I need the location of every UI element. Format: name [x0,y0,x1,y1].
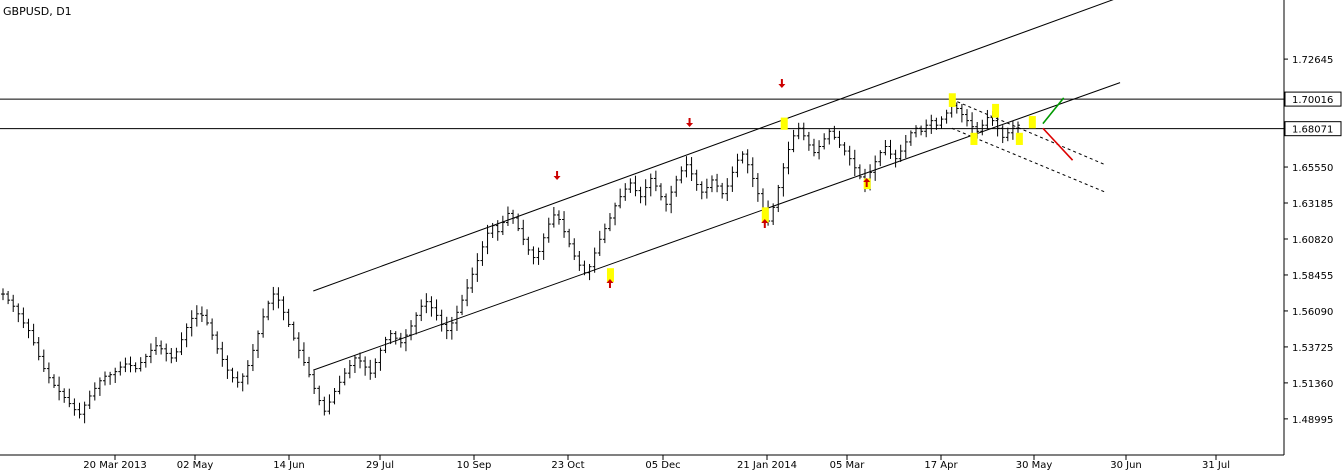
down-arrow-icon [778,79,786,88]
x-tick-label: 05 Mar [830,460,866,471]
x-tick-label: 10 Sep [457,460,492,471]
down-arrow-icon [553,171,561,180]
x-tick-label: 02 May [177,460,214,471]
x-tick-label: 29 Jul [366,460,394,471]
x-axis: 20 Mar 2013 02 May 14 Jun 29 Jul 10 Sep 23 Oc… [83,455,1230,471]
up-arrow-icon [863,178,871,187]
dashed-channel-line [951,127,1106,193]
x-tick-label: 20 Mar 2013 [83,460,146,471]
signal-marks [553,79,1036,288]
x-tick-label: 31 Jul [1202,460,1230,471]
highlight-box [780,117,788,130]
level-price-box [1284,91,1342,107]
highlight-box [992,103,1000,118]
arrow-head [761,219,769,223]
x-tick-label: 30 Jun [1110,460,1142,471]
level-price-box [1284,121,1342,137]
x-tick-label: 23 Oct [551,460,584,471]
x-tick-label: 05 Dec [645,460,680,471]
y-tick-label: 1.56090 [1292,307,1333,318]
y-tick-label: 1.51360 [1292,379,1333,390]
arrow-head [553,176,561,180]
arrow-head [686,123,694,127]
level-price-label: 1.70016 [1292,95,1333,106]
x-tick-label: 21 Jan 2014 [737,460,797,471]
highlight-box [1015,132,1023,145]
highlight-box [606,268,614,282]
highlight-box [1028,116,1036,129]
x-tick-label: 17 Apr [924,460,958,471]
price-bars [1,102,1020,424]
y-axis: 1.72645 1.63185 1.60820 1.58455 1.56090 1.537… [1284,55,1342,426]
x-tick-label: 14 Jun [273,460,305,471]
highlight-box [948,93,956,107]
highlight-box [970,132,978,145]
highlight-box [761,207,769,223]
arrow-head [778,84,786,88]
y-tick-label: 1.58455 [1292,271,1333,282]
chart-title: GBPUSD, D1 [3,5,72,18]
trend-lines [0,0,1284,371]
x-tick-label: 30 May [1016,460,1053,471]
trend-channel-line [313,0,1114,292]
up-arrow-icon [606,279,614,288]
y-tick-label: 1.53725 [1292,343,1333,354]
bearish-projection-line [1042,127,1074,161]
arrow-head [606,279,614,283]
chart-frame [0,0,1285,456]
arrow-head [863,178,871,182]
trend-channel-line [313,82,1121,371]
y-tick-label: 1.60820 [1292,235,1333,246]
y-tick-label: 1.65550 [1292,163,1333,174]
y-tick-label: 1.48995 [1292,415,1333,426]
y-tick-label: 1.72645 [1292,55,1333,66]
y-tick-label: 1.63185 [1292,199,1333,210]
dashed-channel-line [951,98,1106,166]
bullish-projection-line [1042,97,1065,125]
level-price-label: 1.68071 [1292,125,1333,136]
down-arrow-icon [686,118,694,127]
up-arrow-icon [761,219,769,228]
